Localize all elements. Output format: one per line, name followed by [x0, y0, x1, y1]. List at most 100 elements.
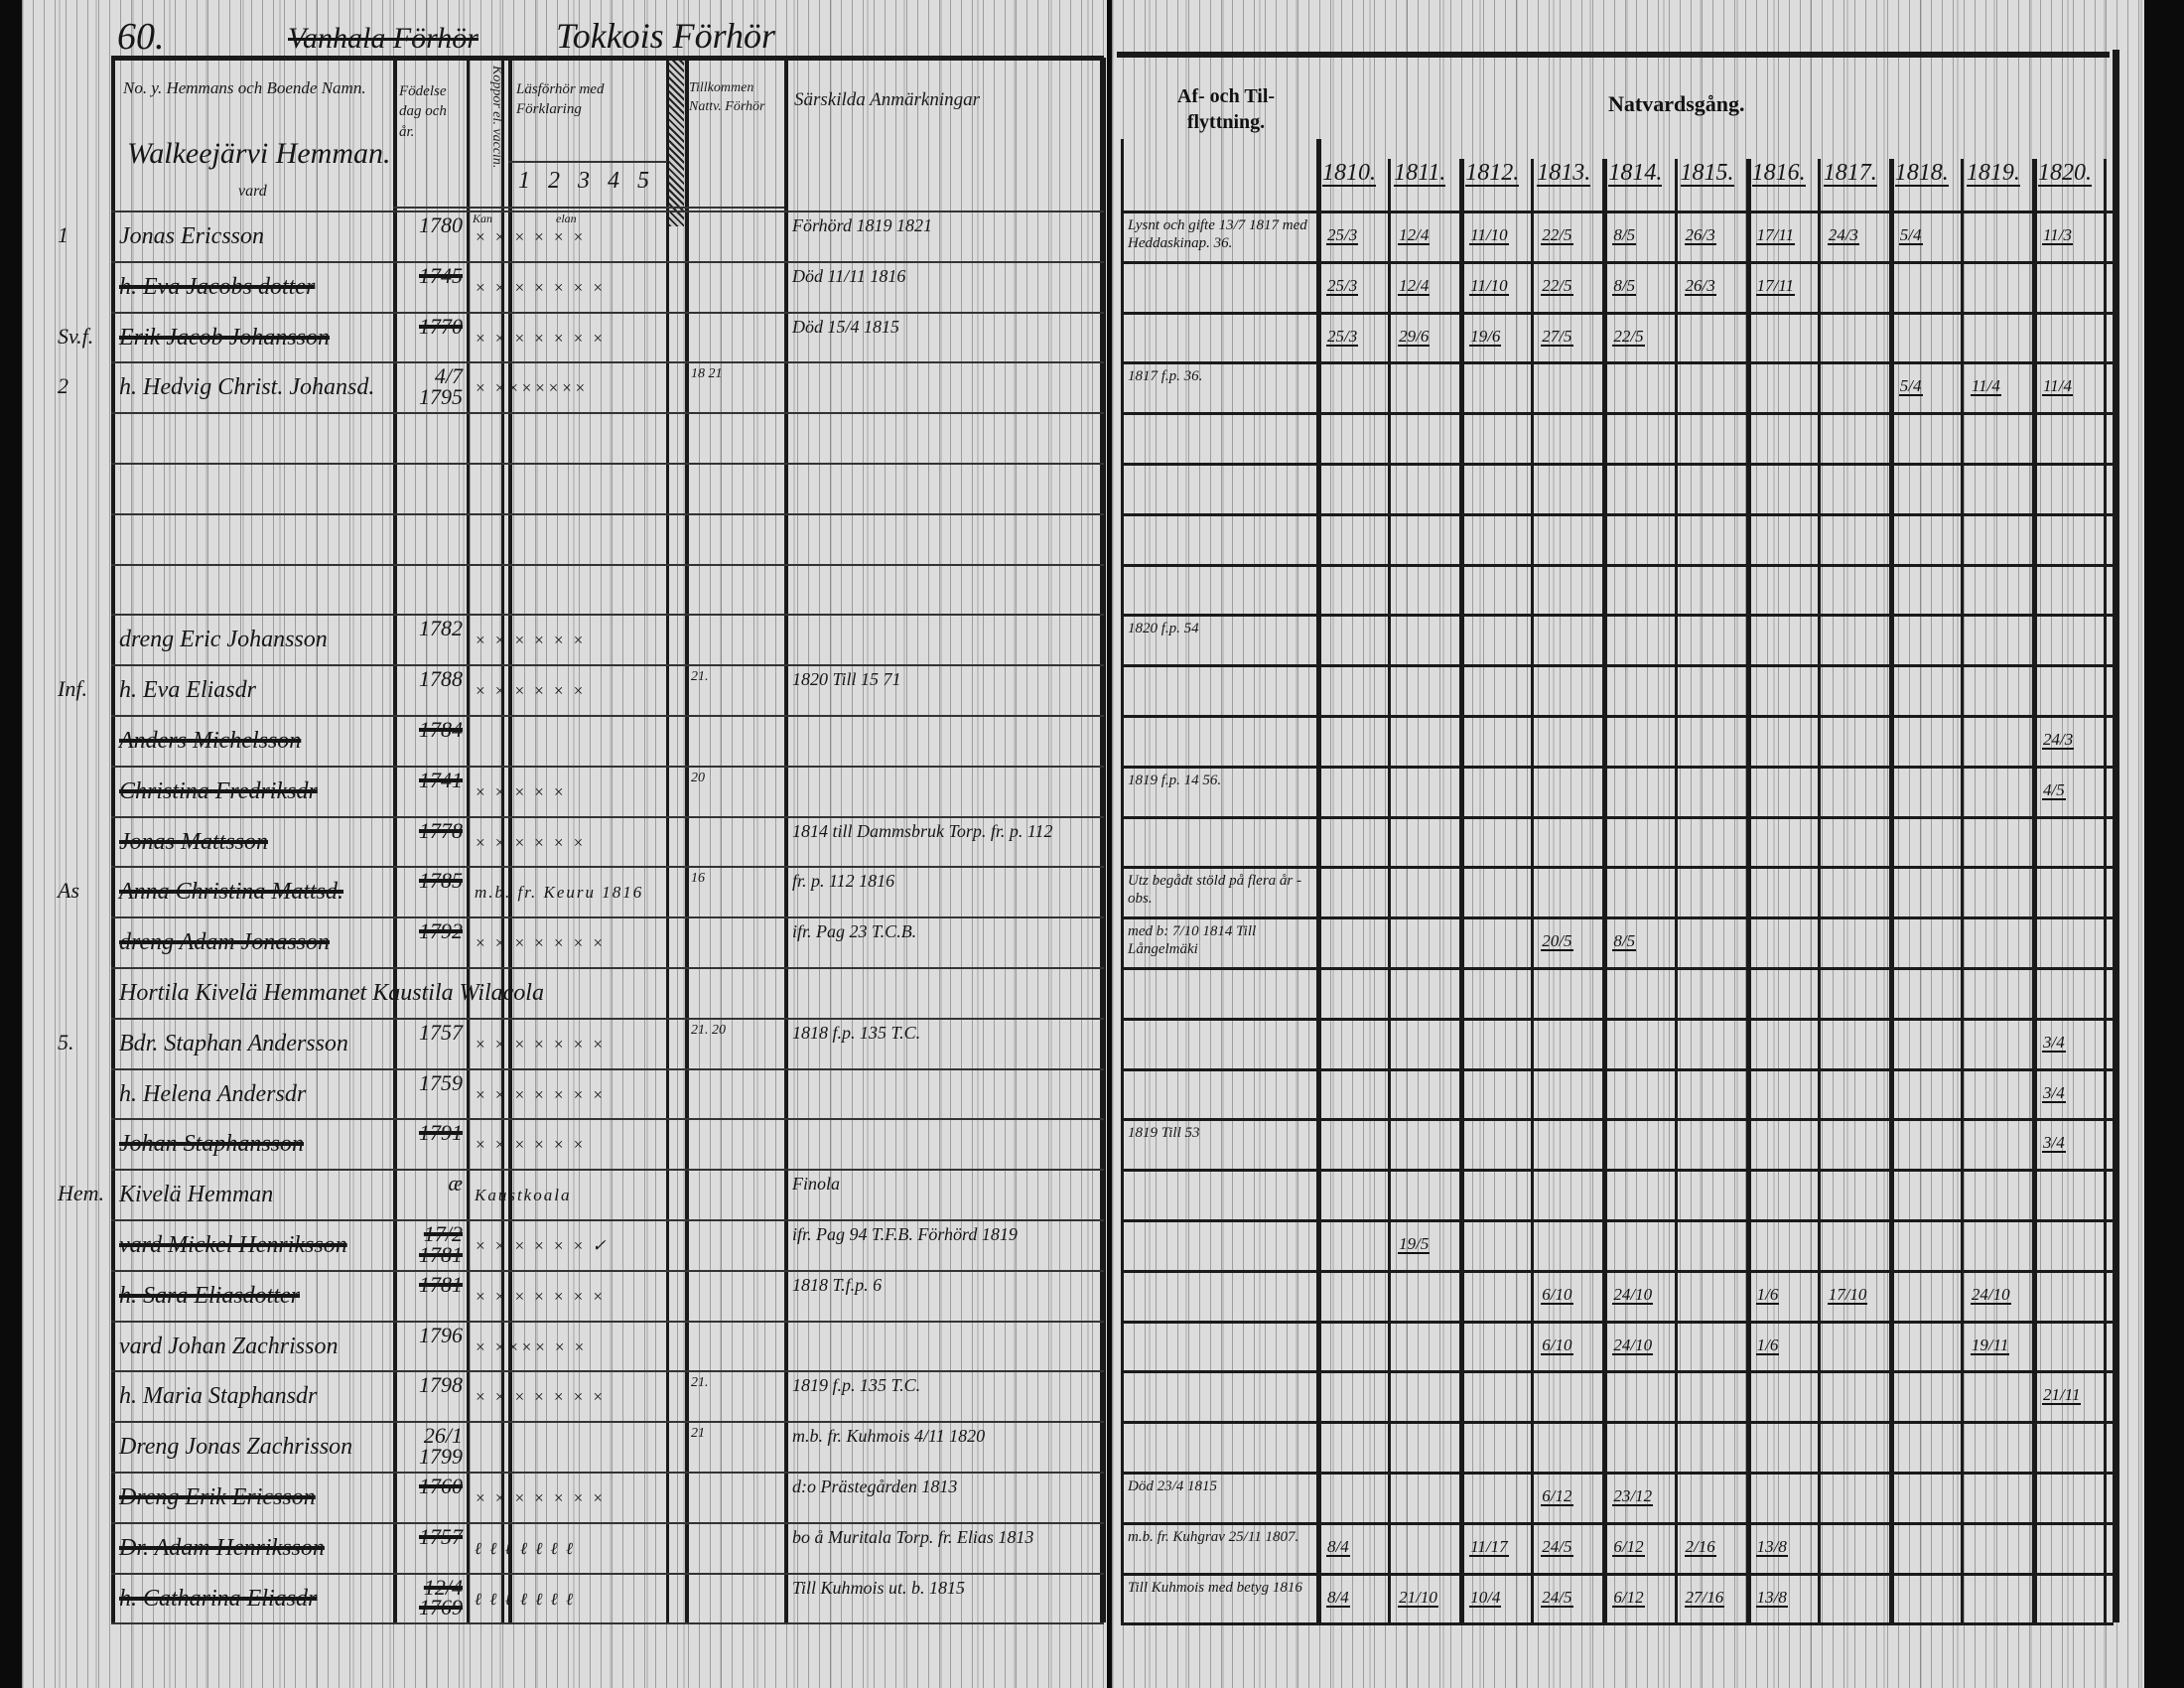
birth-date: 1798	[419, 1372, 463, 1398]
column-rule	[1121, 139, 1124, 1623]
margin-mark: 2	[58, 373, 68, 399]
communion-date: 19/5	[1398, 1234, 1431, 1254]
year-column-rule	[1459, 159, 1465, 1623]
person-name: dreng Eric Johansson	[119, 627, 328, 653]
remark: Förhörd 1819 1821	[792, 215, 933, 235]
subheader-rule	[393, 207, 784, 209]
person-name: Jonas Mattsson	[119, 828, 268, 855]
row-rule	[111, 1219, 1104, 1221]
row-rule	[111, 1067, 1104, 1070]
reading-marks: Kaustkoala	[475, 1186, 572, 1205]
row-rule	[1121, 463, 2114, 466]
margin-mark: 1	[58, 222, 68, 247]
row-rule	[111, 765, 1104, 768]
birth-date: 4/7 1795	[419, 363, 463, 410]
communion-date: 25/3	[1326, 326, 1359, 347]
margin-mark: As	[58, 878, 79, 904]
struck-title: Vanhala Förhör	[288, 22, 478, 55]
communion-date: 26/3	[1684, 275, 1716, 296]
column-rule	[784, 58, 788, 1623]
communion-date: 3/4	[2042, 1082, 2066, 1103]
row-rule	[1121, 1017, 2114, 1021]
remark: Finola	[792, 1174, 840, 1195]
year-header: 1813.	[1537, 160, 1591, 187]
row-rule	[111, 664, 1104, 667]
communion-date: 2/16	[1684, 1536, 1716, 1557]
row-rule	[1121, 916, 2114, 920]
row-rule	[1121, 211, 2114, 213]
header-reading: Läsförhör med Förklaring	[516, 81, 605, 118]
communion-date: 24/10	[1612, 1335, 1654, 1355]
moving-note: Utz begådt stöld på flera år - obs.	[1128, 873, 1301, 908]
year-header: 1810.	[1322, 160, 1376, 187]
register-title: Tokkois Förhör	[556, 16, 776, 56]
year-header: 1817.	[1823, 160, 1877, 187]
communion-date: 11/3	[2042, 225, 2073, 245]
communion-year: 20	[691, 770, 705, 785]
reading-marks: × × × × × × ×	[475, 1084, 606, 1104]
row-rule	[111, 614, 1104, 617]
row-rule	[111, 1521, 1104, 1524]
communion-date: 23/12	[1612, 1486, 1654, 1506]
reading-marks: m.b. fr. Keuru 1816	[475, 883, 644, 903]
reading-marks: × × × × × × ×	[475, 1488, 606, 1507]
communion-date: 20/5	[1541, 931, 1573, 952]
person-name: Anna Christina Mattsd.	[119, 879, 344, 906]
birth-date: 1782	[419, 616, 463, 641]
person-name: h. Sara Eliasdotter	[119, 1282, 301, 1309]
column-rule	[685, 58, 689, 1623]
row-rule	[111, 1370, 1104, 1373]
column-rule	[467, 58, 470, 1623]
person-name: Kivelä Hemman	[119, 1182, 274, 1208]
birth-date: 1757	[419, 1523, 463, 1549]
row-rule	[111, 1421, 1104, 1424]
remark: 1820 Till 15 71	[792, 669, 901, 690]
village-name: Walkeejärvi Hemman.	[127, 137, 391, 170]
reading-numbers: 1 2 3 4 5 6	[518, 168, 685, 194]
year-header: 1818.	[1894, 160, 1949, 187]
row-rule	[1121, 1269, 2114, 1273]
row-rule	[1121, 1521, 2114, 1525]
person-name: h. Maria Staphansdr	[119, 1383, 318, 1410]
row-rule	[1121, 1118, 2114, 1122]
moving-note: Död 23/4 1815	[1128, 1478, 1217, 1494]
column-rule	[508, 58, 512, 1623]
communion-date: 8/5	[1612, 275, 1637, 296]
margin-mark: Hem.	[58, 1181, 105, 1206]
header-rule	[111, 56, 1104, 61]
communion-date: 3/4	[2042, 1133, 2066, 1154]
margin-mark: Inf.	[58, 676, 87, 702]
person-name: Anders Michelsson	[119, 728, 302, 754]
reading-note-2: elan	[556, 211, 577, 225]
communion-date: 5/4	[1898, 376, 1923, 397]
remark: fr. p. 112 1816	[792, 871, 895, 892]
row-rule	[1121, 715, 2114, 718]
column-rule	[1100, 58, 1106, 1623]
row-rule	[1121, 614, 2114, 618]
row-rule	[1121, 1421, 2114, 1425]
year-header: 1819.	[1966, 160, 2020, 187]
row-rule	[111, 512, 1104, 515]
row-rule	[111, 412, 1104, 415]
reading-marks: × × × × × × ✓	[475, 1236, 609, 1255]
year-header: 1814.	[1608, 160, 1663, 187]
row-rule	[1121, 664, 2114, 668]
column-rule	[1316, 139, 1321, 1623]
row-rule	[111, 260, 1104, 263]
communion-date: 24/10	[1612, 1284, 1654, 1305]
birth-date: 1778	[419, 817, 463, 843]
row-rule	[111, 866, 1104, 869]
year-column-rule	[1817, 159, 1821, 1623]
communion-year: 16	[691, 871, 705, 887]
birth-date: 1791	[419, 1120, 463, 1146]
person-name: Dreng Jonas Zachrisson	[119, 1434, 353, 1461]
moving-note: m.b. fr. Kuhgrav 25/11 1807.	[1128, 1528, 1299, 1545]
row-rule	[111, 1320, 1104, 1323]
row-rule	[1121, 412, 2114, 416]
row-rule	[111, 311, 1104, 314]
row-rule	[111, 1118, 1104, 1121]
communion-date: 3/4	[2042, 1032, 2066, 1053]
row-rule	[111, 1017, 1104, 1020]
communion-date: 8/5	[1612, 931, 1637, 952]
header-communion-attendance: Natvardsgång.	[1608, 91, 1745, 116]
